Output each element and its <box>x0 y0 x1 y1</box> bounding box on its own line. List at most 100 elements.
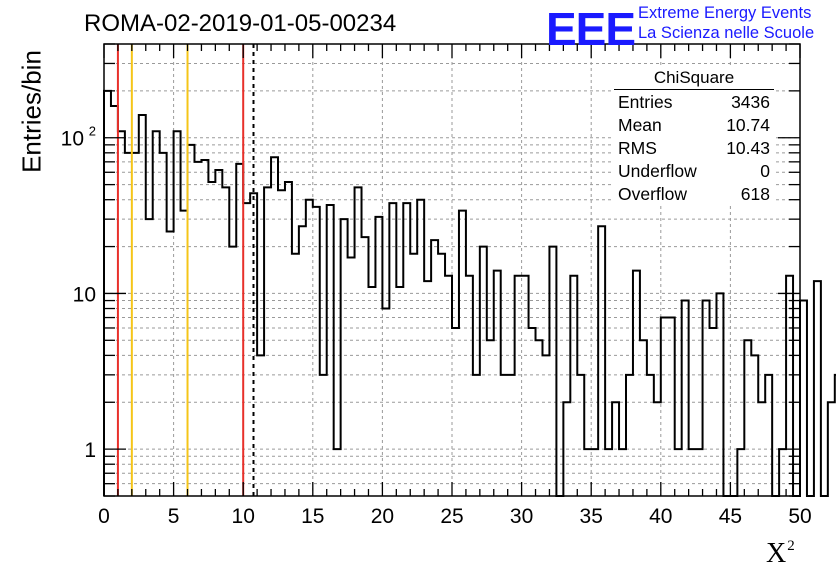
x-tick-label: 30 <box>510 505 533 528</box>
x-axis-label-superscript: 2 <box>787 538 795 554</box>
stats-value: 618 <box>740 184 770 204</box>
histogram-bin <box>640 340 647 496</box>
histogram-bin <box>236 164 243 496</box>
histogram-bin <box>118 131 125 496</box>
histogram-bin <box>814 281 821 496</box>
stats-value: 3436 <box>731 92 770 112</box>
histogram-bin <box>682 301 689 496</box>
stats-key: Mean <box>618 115 662 135</box>
histogram-bin <box>313 207 320 496</box>
histogram-bin <box>222 187 229 496</box>
histogram-bin <box>633 271 640 496</box>
histogram-bin <box>327 205 334 496</box>
histogram-bin <box>264 187 271 496</box>
chart-title: ROMA-02-2019-01-05-00234 <box>84 10 397 37</box>
histogram-bin <box>153 131 160 496</box>
logo-line-1: Extreme Energy Events <box>638 4 812 22</box>
histogram-bin <box>744 340 751 496</box>
histogram-bin <box>278 190 285 496</box>
histogram-bin <box>194 162 201 496</box>
stats-title: ChiSquare <box>653 68 735 87</box>
histogram-bin <box>459 211 466 496</box>
histogram-bin <box>549 247 556 496</box>
histogram-bin <box>668 318 675 496</box>
grid <box>104 44 800 496</box>
histogram-bin <box>417 200 424 496</box>
histogram-bin <box>362 237 369 496</box>
stats-key: Entries <box>618 92 673 112</box>
stats-row-overflow: Overflow 618 <box>618 184 770 206</box>
histogram-bin <box>403 203 410 496</box>
axis-ticks <box>103 43 801 497</box>
histogram-bin <box>452 328 459 496</box>
reference-lines <box>116 44 255 496</box>
histogram-bin <box>577 375 584 496</box>
histogram-bin <box>598 226 605 496</box>
stats-separator <box>614 89 774 90</box>
y-axis-label: Entries/bin <box>16 50 47 173</box>
x-tick-label: 25 <box>440 505 463 528</box>
histogram-bin <box>341 219 348 496</box>
stats-key: RMS <box>618 138 657 158</box>
stats-value: 10.43 <box>726 138 770 158</box>
histogram-bin <box>647 375 654 496</box>
axis-tick-labels: 0 5 10 15 20 25 30 35 40 45 50 1 10 10 2 <box>61 124 812 528</box>
histogram-bin <box>271 157 278 496</box>
x-tick-label: 40 <box>649 505 672 528</box>
histogram-bin <box>661 318 668 496</box>
histogram-bin <box>188 145 195 496</box>
x-tick-label: 10 <box>232 505 255 528</box>
x-tick-label: 15 <box>301 505 324 528</box>
x-axis-label: X2 <box>766 538 795 570</box>
x-tick-label: 45 <box>719 505 742 528</box>
histogram-outline <box>103 89 836 497</box>
histogram-bin <box>320 375 327 496</box>
stats-box: ChiSquare Entries 3436 Mean 10.74 RMS 10… <box>612 66 776 206</box>
histogram-bin <box>181 211 188 496</box>
histogram-bin <box>125 153 132 496</box>
stats-row-rms: RMS 10.43 <box>618 138 770 160</box>
x-axis-label-base: X <box>766 538 787 569</box>
histogram-bin <box>160 153 167 496</box>
histogram-bin <box>473 375 480 496</box>
stats-value: 0 <box>760 161 770 181</box>
y-tick-label: 1 <box>84 439 96 462</box>
histogram-bin <box>257 355 264 496</box>
histogram-bin <box>716 293 723 496</box>
y-tick-label: 10 <box>73 283 96 306</box>
histogram-bin <box>431 240 438 496</box>
eee-logo: EEE <box>546 3 636 55</box>
stats-key: Overflow <box>618 184 688 204</box>
histogram <box>103 89 836 497</box>
y-tick-label-exponent: 2 <box>89 124 96 139</box>
histogram-bin <box>146 219 153 496</box>
histogram-bin <box>529 328 536 496</box>
histogram-bin <box>229 247 236 496</box>
histogram-bin <box>501 375 508 496</box>
x-tick-label: 35 <box>580 505 603 528</box>
histogram-bin <box>703 301 710 496</box>
histogram-bin <box>710 328 717 496</box>
histogram-bin <box>132 153 139 496</box>
histogram-bin <box>536 340 543 496</box>
histogram-bin <box>375 217 382 496</box>
histogram-bin <box>542 355 549 496</box>
y-tick-label: 10 <box>61 128 84 151</box>
x-tick-label: 50 <box>788 505 811 528</box>
histogram-bin <box>626 375 633 496</box>
stats-row-mean: Mean 10.74 <box>618 115 770 137</box>
x-tick-label: 20 <box>371 505 394 528</box>
histogram-bin <box>828 402 835 496</box>
stats-key: Underflow <box>618 161 697 181</box>
histogram-bin <box>480 247 487 496</box>
x-tick-label: 5 <box>168 505 180 528</box>
logo-line-2: La Scienza nelle Scuole <box>638 24 815 42</box>
histogram-bin <box>243 203 250 496</box>
histogram-bin <box>299 226 306 496</box>
stats-row-entries: Entries 3436 <box>618 92 770 114</box>
histogram-bin <box>355 187 362 496</box>
histogram-bin <box>494 271 501 496</box>
histogram-bin <box>751 355 758 496</box>
histogram-bin <box>800 301 807 496</box>
